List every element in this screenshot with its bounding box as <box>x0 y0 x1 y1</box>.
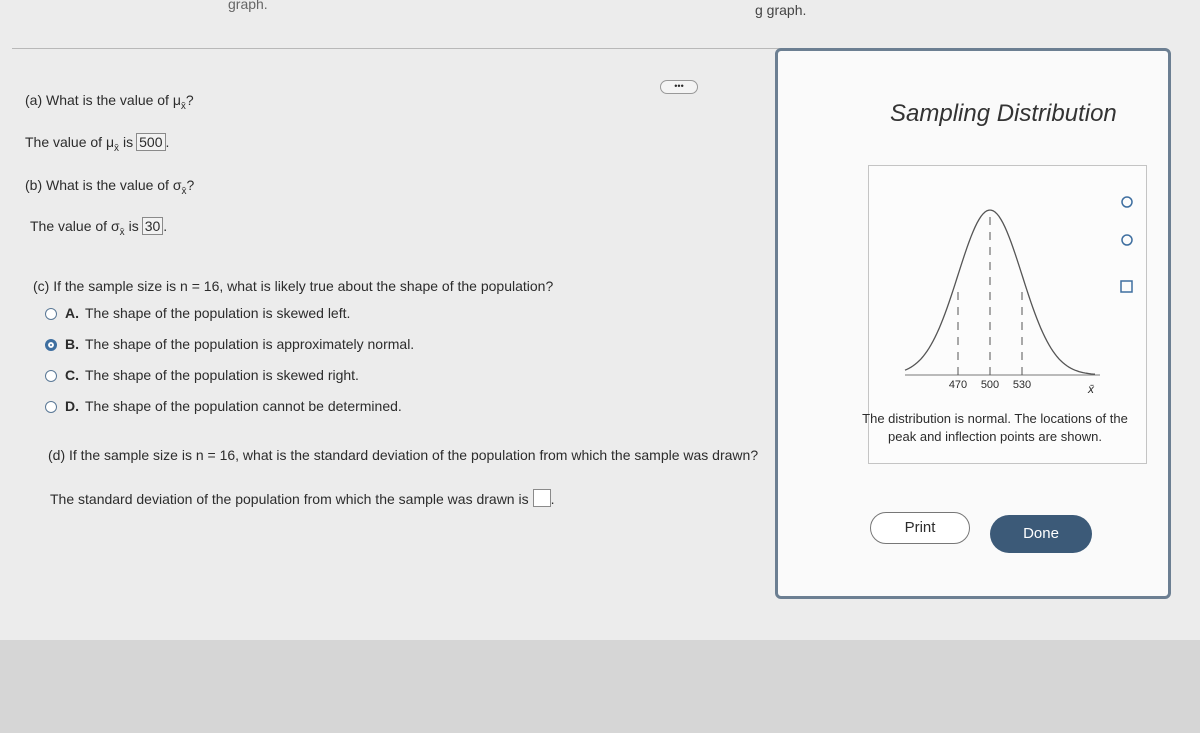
tick-label: 530 <box>1012 379 1032 391</box>
option-text: The shape of the population is skewed le… <box>85 305 351 321</box>
axis-label: x̄ <box>1088 382 1094 396</box>
question-text: (a) What is the value of μ <box>25 92 181 108</box>
done-button[interactable]: Done <box>990 515 1092 553</box>
option[interactable]: A. The shape of the population is skewed … <box>45 305 350 321</box>
option-letter: D. <box>65 398 79 414</box>
answer-line: The value of σx̄ is 30. <box>30 217 167 238</box>
answer-text: The value of σ <box>30 218 120 234</box>
radio-button[interactable] <box>45 308 57 320</box>
zoom-in-icon[interactable] <box>1121 196 1133 208</box>
answer-text: . <box>165 134 170 150</box>
tick-label: 470 <box>948 379 968 391</box>
subscript: x̄ <box>181 185 187 197</box>
option[interactable]: B. The shape of the population is approxi… <box>45 336 414 352</box>
option-letter: B. <box>65 336 79 352</box>
answer-input[interactable] <box>532 489 551 507</box>
answer-text: is <box>128 218 139 234</box>
subscript: x̄ <box>180 100 186 112</box>
question: (c) If the sample size is n = 16, what i… <box>33 278 554 294</box>
radio-button[interactable] <box>45 370 57 382</box>
option[interactable]: C. The shape of the population is skewed … <box>45 367 359 383</box>
tick-label: 500 <box>980 379 1000 391</box>
question: (a) What is the value of μx̄? <box>25 92 194 112</box>
radio-button[interactable] <box>45 339 57 351</box>
instruction-text: g graph. <box>755 2 807 18</box>
option-text: The shape of the population cannot be de… <box>85 398 402 414</box>
question-text: ? <box>186 177 195 193</box>
normal-curve <box>904 209 1096 375</box>
subscript: x̄ <box>119 226 125 238</box>
answer-box: 500 <box>136 133 166 151</box>
subscript: x̄ <box>114 142 120 154</box>
divider <box>12 48 815 49</box>
question: (b) What is the value of σx̄? <box>25 177 194 197</box>
question-text: (b) What is the value of σ <box>25 177 182 193</box>
answer-line: The value of μx̄ is 500. <box>25 133 169 154</box>
option-text: The shape of the population is approxima… <box>85 336 415 352</box>
print-button[interactable]: Print <box>870 512 970 544</box>
answer-text: . <box>550 491 555 507</box>
answer-text: The value of μ <box>25 134 115 150</box>
graph-box <box>868 165 1147 464</box>
answer-text: . <box>163 218 168 234</box>
instruction-text: graph. <box>228 0 268 12</box>
graph-caption: The distribution is normal. The location… <box>862 411 1128 444</box>
question-text: ? <box>185 92 194 108</box>
answer-box: 30 <box>141 217 164 235</box>
answer-text: is <box>123 134 134 150</box>
more-button[interactable]: ••• <box>660 80 698 94</box>
option[interactable]: D. The shape of the population cannot be … <box>45 398 402 414</box>
option-letter: A. <box>65 305 79 321</box>
option-letter: C. <box>65 367 79 383</box>
popup-title: Sampling Distribution <box>890 100 1117 127</box>
option-text: The shape of the population is skewed ri… <box>85 367 359 383</box>
zoom-out-icon[interactable] <box>1121 234 1133 246</box>
radio-button[interactable] <box>45 401 57 413</box>
popout-icon[interactable] <box>1120 280 1133 293</box>
answer-line: The standard deviation of the population… <box>50 489 555 507</box>
question: (d) If the sample size is n = 16, what i… <box>48 447 759 463</box>
footer-area <box>0 640 1200 733</box>
answer-text: The standard deviation of the population… <box>50 491 529 507</box>
